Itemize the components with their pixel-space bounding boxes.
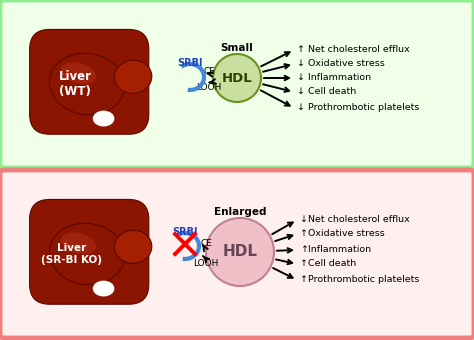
Text: ↓Net cholesterol efflux: ↓Net cholesterol efflux [300,216,410,224]
Text: HDL: HDL [222,244,257,259]
Text: HDL: HDL [222,71,252,85]
Ellipse shape [114,230,152,264]
Text: ↑Oxidative stress: ↑Oxidative stress [300,230,385,238]
Ellipse shape [61,233,96,254]
FancyBboxPatch shape [29,200,149,304]
FancyBboxPatch shape [0,0,474,168]
Ellipse shape [112,76,128,103]
Ellipse shape [112,246,128,273]
Text: SRBI: SRBI [172,227,198,237]
Circle shape [206,218,274,286]
Text: Small: Small [220,43,254,53]
Text: CE: CE [200,239,212,249]
Text: ↓ Prothrombotic platelets: ↓ Prothrombotic platelets [297,103,419,113]
Ellipse shape [93,280,114,296]
Ellipse shape [93,110,114,126]
Text: ↑Inflammation: ↑Inflammation [300,245,371,255]
Circle shape [213,54,261,102]
Text: Liver
(SR-BI KO): Liver (SR-BI KO) [42,243,102,265]
Ellipse shape [49,223,125,285]
Text: ↑ Net cholesterol efflux: ↑ Net cholesterol efflux [297,46,410,54]
Text: SRBI: SRBI [177,58,203,68]
Ellipse shape [49,53,125,115]
Text: LOOH: LOOH [196,84,222,92]
Text: Liver
(WT): Liver (WT) [58,69,91,99]
FancyBboxPatch shape [0,170,474,338]
Ellipse shape [114,60,152,94]
Text: CE: CE [203,67,215,75]
Ellipse shape [61,63,96,84]
Text: ↑Cell death: ↑Cell death [300,259,356,269]
Text: ↓ Inflammation: ↓ Inflammation [297,73,371,83]
Text: LOOH: LOOH [193,259,219,269]
Text: ↑Prothrombotic platelets: ↑Prothrombotic platelets [300,275,419,285]
Text: ↓ Cell death: ↓ Cell death [297,87,356,97]
FancyBboxPatch shape [29,30,149,134]
Text: Enlarged: Enlarged [214,207,266,217]
Text: ↓ Oxidative stress: ↓ Oxidative stress [297,59,385,68]
